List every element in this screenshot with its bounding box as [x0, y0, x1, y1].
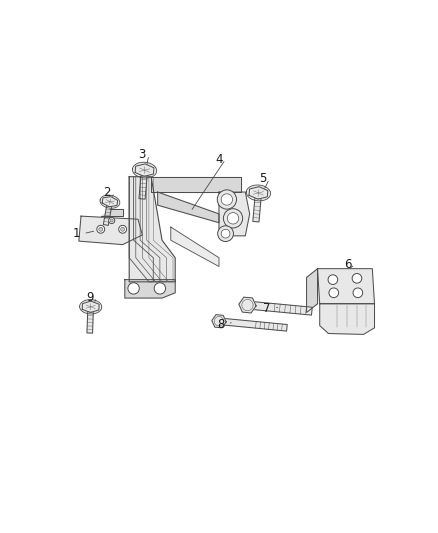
Circle shape [121, 227, 125, 231]
Polygon shape [171, 227, 219, 266]
Polygon shape [80, 300, 102, 314]
Polygon shape [253, 195, 261, 222]
Polygon shape [129, 177, 175, 282]
Text: 9: 9 [86, 290, 94, 304]
Text: 3: 3 [139, 148, 146, 161]
Polygon shape [158, 192, 219, 223]
Polygon shape [103, 203, 112, 225]
Circle shape [227, 213, 239, 224]
Text: 2: 2 [103, 185, 111, 198]
Text: 1: 1 [73, 227, 81, 240]
Text: 8: 8 [218, 318, 225, 331]
Polygon shape [79, 216, 142, 245]
Polygon shape [247, 301, 312, 315]
Circle shape [119, 225, 127, 233]
Polygon shape [239, 297, 256, 313]
Circle shape [97, 225, 105, 233]
Polygon shape [219, 192, 250, 236]
Circle shape [221, 194, 233, 205]
Polygon shape [135, 164, 154, 176]
Circle shape [223, 209, 243, 228]
Circle shape [128, 282, 139, 294]
Circle shape [110, 219, 113, 222]
Text: 5: 5 [259, 172, 266, 185]
Polygon shape [102, 197, 118, 207]
Polygon shape [249, 187, 268, 199]
Polygon shape [212, 314, 226, 328]
Polygon shape [100, 195, 120, 208]
Circle shape [154, 282, 166, 294]
Polygon shape [101, 209, 123, 216]
Polygon shape [318, 269, 374, 304]
Circle shape [352, 273, 362, 283]
Polygon shape [320, 304, 374, 334]
Polygon shape [246, 185, 271, 201]
Polygon shape [219, 318, 287, 331]
Polygon shape [151, 177, 241, 192]
Polygon shape [132, 162, 157, 178]
Polygon shape [139, 172, 148, 199]
Circle shape [221, 229, 230, 238]
Circle shape [328, 275, 338, 285]
Text: 6: 6 [344, 258, 352, 271]
Polygon shape [82, 301, 99, 312]
Polygon shape [87, 309, 93, 333]
Polygon shape [125, 280, 175, 298]
Circle shape [353, 288, 363, 297]
Text: 7: 7 [263, 302, 271, 314]
Circle shape [329, 288, 339, 297]
Polygon shape [307, 269, 318, 312]
Circle shape [218, 226, 233, 241]
Circle shape [99, 227, 102, 231]
Circle shape [109, 217, 115, 223]
Text: 4: 4 [215, 152, 223, 166]
Circle shape [217, 190, 237, 209]
Polygon shape [129, 177, 153, 282]
